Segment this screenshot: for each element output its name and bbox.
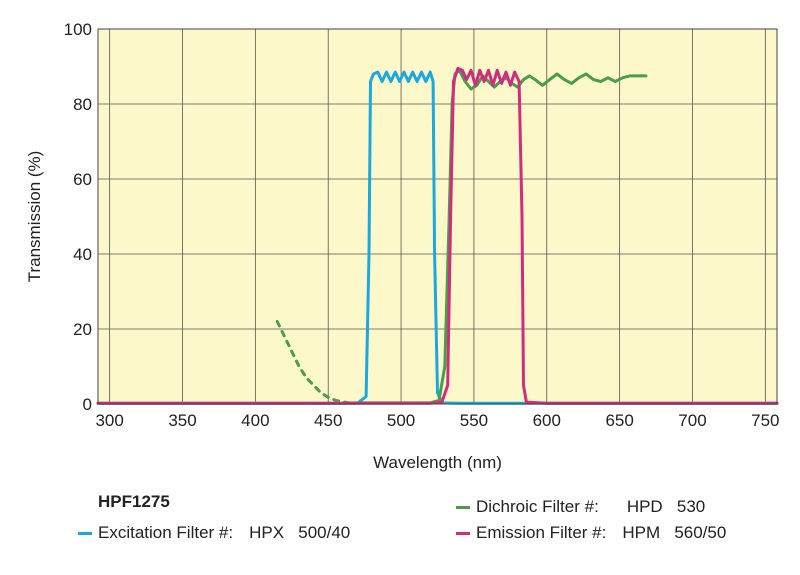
x-tick-label: 650: [605, 411, 633, 430]
x-tick-label: 350: [168, 411, 196, 430]
legend-label-excitation: Excitation Filter #:: [98, 523, 234, 542]
legend-label-dichroic: Dichroic Filter #:: [476, 497, 599, 516]
legend-title: HPF1275: [98, 492, 170, 511]
y-tick-label: 20: [73, 320, 92, 339]
x-tick-label: 600: [533, 411, 561, 430]
legend-swatch-dichroic: [456, 505, 470, 509]
series-line-emission: [96, 66, 779, 405]
legend-value-dichroic: HPD 530: [626, 497, 706, 516]
plot-frame: [97, 28, 778, 405]
legend-value-emission: HPM 560/50: [622, 523, 727, 542]
legend-item-excitation: Excitation Filter #: HPX 500/40: [78, 523, 350, 543]
x-tick-label: 550: [460, 411, 488, 430]
y-axis-ticks: 0 20 40 60 80 100: [64, 20, 92, 414]
legend-item-emission: Emission Filter #: HPM 560/50: [456, 523, 726, 543]
series-line-excitation: [96, 70, 779, 405]
legend-value-excitation: HPX 500/40: [249, 523, 351, 542]
x-axis-label: Wavelength (nm): [373, 453, 502, 472]
y-tick-label: 80: [73, 95, 92, 114]
y-axis-label: Transmission (%): [25, 151, 44, 283]
series-layer: [96, 66, 779, 405]
series-line-dichroic-dashed: [275, 320, 352, 405]
x-tick-label: 300: [95, 411, 123, 430]
y-tick-label: 40: [73, 245, 92, 264]
x-tick-label: 500: [387, 411, 415, 430]
x-tick-label: 450: [314, 411, 342, 430]
legend-swatch-excitation: [78, 531, 92, 535]
legend-item-dichroic: Dichroic Filter #: HPD 530: [456, 497, 705, 517]
legend-label-emission: Emission Filter #:: [476, 523, 607, 542]
y-tick-label: 60: [73, 170, 92, 189]
y-tick-label: 100: [64, 20, 92, 39]
x-tick-label: 750: [751, 411, 779, 430]
x-tick-label: 400: [241, 411, 269, 430]
y-tick-label: 0: [83, 395, 92, 414]
x-tick-label: 700: [678, 411, 706, 430]
x-axis-ticks: 300 350 400 450 500 550 600 650 700 750: [95, 411, 779, 430]
legend-swatch-emission: [456, 531, 470, 535]
